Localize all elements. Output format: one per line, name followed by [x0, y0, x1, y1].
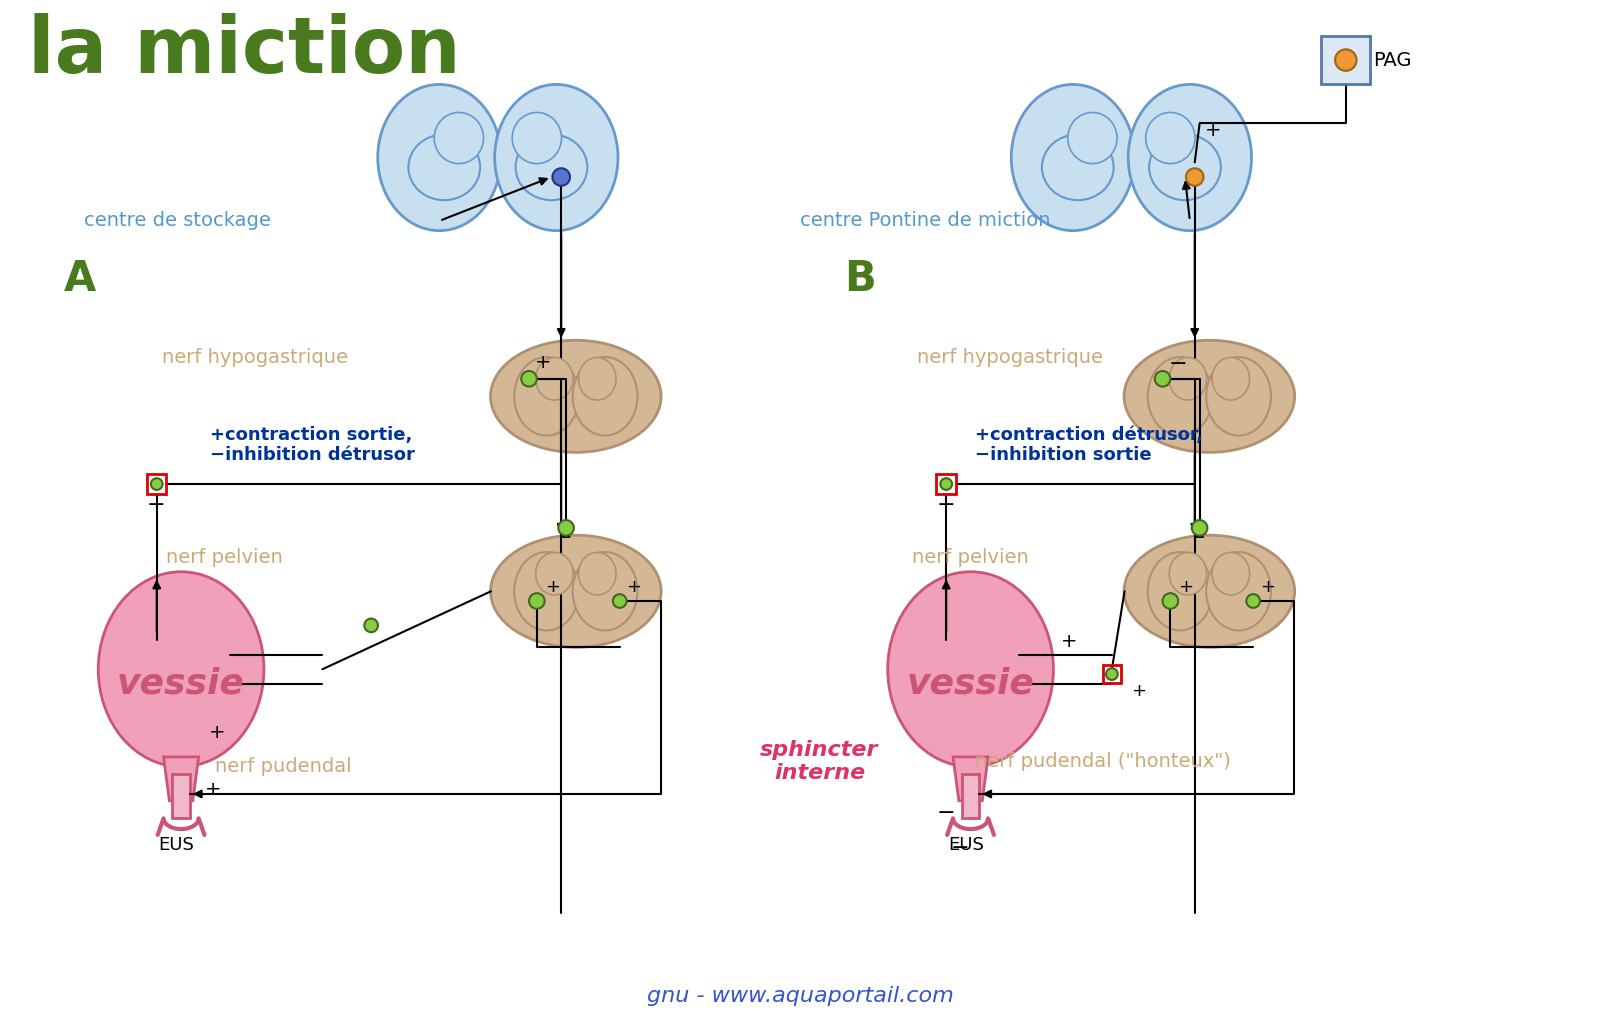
Text: vessie: vessie — [117, 667, 245, 700]
Text: +contraction sortie,
−inhibition détrusor: +contraction sortie, −inhibition détruso… — [210, 426, 416, 465]
Ellipse shape — [514, 552, 579, 631]
Text: nerf pudendal: nerf pudendal — [216, 757, 352, 776]
Text: nerf pudendal ("honteux"): nerf pudendal ("honteux") — [976, 753, 1232, 771]
Circle shape — [1155, 371, 1170, 387]
Text: −: − — [1168, 354, 1187, 374]
Text: +: + — [1061, 633, 1078, 651]
Ellipse shape — [536, 357, 573, 400]
Ellipse shape — [1149, 134, 1221, 200]
Polygon shape — [163, 757, 198, 801]
Text: centre de stockage: centre de stockage — [83, 211, 270, 230]
Ellipse shape — [1067, 113, 1117, 164]
Text: nerf pelvien: nerf pelvien — [166, 548, 283, 566]
Ellipse shape — [579, 552, 616, 595]
Ellipse shape — [536, 552, 573, 595]
Ellipse shape — [1128, 84, 1251, 230]
Ellipse shape — [1125, 340, 1294, 453]
Text: +: + — [627, 579, 642, 596]
Circle shape — [1163, 593, 1178, 609]
Circle shape — [1192, 520, 1208, 536]
Bar — [173, 774, 190, 818]
Ellipse shape — [98, 571, 264, 767]
Ellipse shape — [1213, 552, 1250, 595]
Text: −: − — [936, 496, 955, 515]
Ellipse shape — [434, 113, 483, 164]
Text: A: A — [64, 258, 96, 300]
Ellipse shape — [1125, 536, 1294, 647]
Ellipse shape — [1206, 552, 1270, 631]
Text: +: + — [1178, 579, 1194, 596]
Text: vessie: vessie — [907, 667, 1035, 700]
Text: −: − — [936, 804, 955, 823]
Text: −: − — [950, 838, 970, 857]
Circle shape — [1106, 669, 1118, 680]
Ellipse shape — [1146, 113, 1195, 164]
Circle shape — [1334, 49, 1357, 71]
Polygon shape — [954, 757, 989, 801]
Ellipse shape — [1147, 552, 1213, 631]
Text: +: + — [1205, 121, 1221, 139]
Text: sphincter
interne: sphincter interne — [760, 740, 878, 783]
Ellipse shape — [378, 84, 501, 230]
Ellipse shape — [494, 84, 618, 230]
Text: gnu - www.aquaportail.com: gnu - www.aquaportail.com — [646, 986, 954, 1006]
Text: +: + — [205, 779, 221, 799]
Bar — [147, 474, 166, 494]
Text: nerf pelvien: nerf pelvien — [912, 548, 1029, 566]
Ellipse shape — [1206, 357, 1270, 435]
Text: EUS: EUS — [947, 836, 984, 854]
Circle shape — [522, 371, 538, 387]
Text: +: + — [1261, 579, 1275, 596]
Text: nerf hypogastrique: nerf hypogastrique — [917, 348, 1102, 367]
Text: −: − — [147, 496, 166, 515]
Circle shape — [552, 168, 570, 185]
Text: B: B — [843, 258, 875, 300]
Text: +: + — [544, 579, 560, 596]
Ellipse shape — [491, 536, 661, 647]
Text: +: + — [534, 352, 552, 372]
Text: +: + — [208, 723, 226, 742]
Ellipse shape — [573, 552, 637, 631]
Circle shape — [365, 618, 378, 632]
Bar — [962, 774, 979, 818]
Circle shape — [1186, 168, 1203, 185]
Ellipse shape — [1170, 552, 1206, 595]
Circle shape — [941, 478, 952, 489]
Ellipse shape — [515, 134, 587, 200]
FancyBboxPatch shape — [1322, 36, 1370, 84]
Circle shape — [150, 478, 163, 489]
Circle shape — [1246, 594, 1261, 608]
Ellipse shape — [573, 357, 637, 435]
Ellipse shape — [408, 134, 480, 200]
Ellipse shape — [1042, 134, 1114, 200]
Ellipse shape — [514, 357, 579, 435]
Circle shape — [530, 593, 544, 609]
Text: la miction: la miction — [29, 13, 461, 89]
Text: +contraction détrusor,
−inhibition sortie: +contraction détrusor, −inhibition sorti… — [976, 426, 1203, 465]
Ellipse shape — [579, 357, 616, 400]
Ellipse shape — [1213, 357, 1250, 400]
Text: PAG: PAG — [1373, 50, 1411, 70]
Ellipse shape — [1011, 84, 1134, 230]
Text: nerf hypogastrique: nerf hypogastrique — [162, 348, 347, 367]
Ellipse shape — [1170, 357, 1206, 400]
Text: centre Pontine de miction: centre Pontine de miction — [800, 211, 1051, 230]
Circle shape — [613, 594, 627, 608]
Text: EUS: EUS — [158, 836, 194, 854]
Ellipse shape — [1147, 357, 1213, 435]
Bar — [1102, 666, 1120, 683]
Ellipse shape — [888, 571, 1053, 767]
Text: +: + — [1131, 682, 1146, 699]
Circle shape — [558, 520, 574, 536]
Ellipse shape — [512, 113, 562, 164]
Ellipse shape — [491, 340, 661, 453]
Bar — [936, 474, 955, 494]
